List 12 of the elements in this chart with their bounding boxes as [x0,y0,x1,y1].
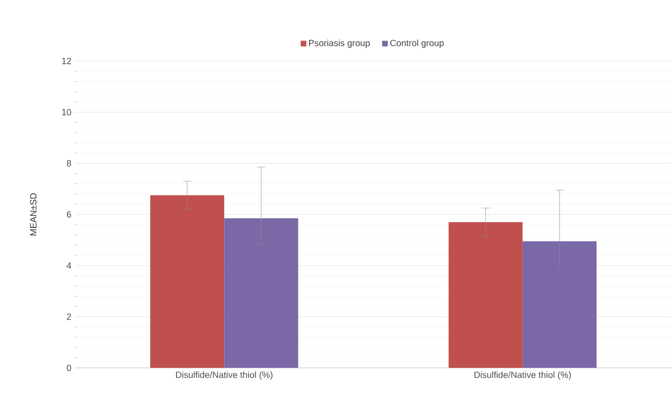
x-tick-label: Disulfide/Native thiol (%) [474,371,571,380]
y-tick-label: 8 [66,160,72,167]
y-axis-title: MEAN±SD [30,193,36,236]
y-tick-label: 12 [62,58,72,64]
y-tick-label: 6 [66,211,72,218]
y-tick-label: 4 [66,262,72,269]
y-tick-label: 10 [62,109,72,116]
y-tick-label: 2 [66,314,72,320]
x-tick-label: Disulfide/Native thiol (%) [176,371,272,380]
y-tick-label: 0 [66,364,72,372]
legend-label: Psoriasis group [309,40,370,48]
legend-label: Control group [390,40,444,48]
